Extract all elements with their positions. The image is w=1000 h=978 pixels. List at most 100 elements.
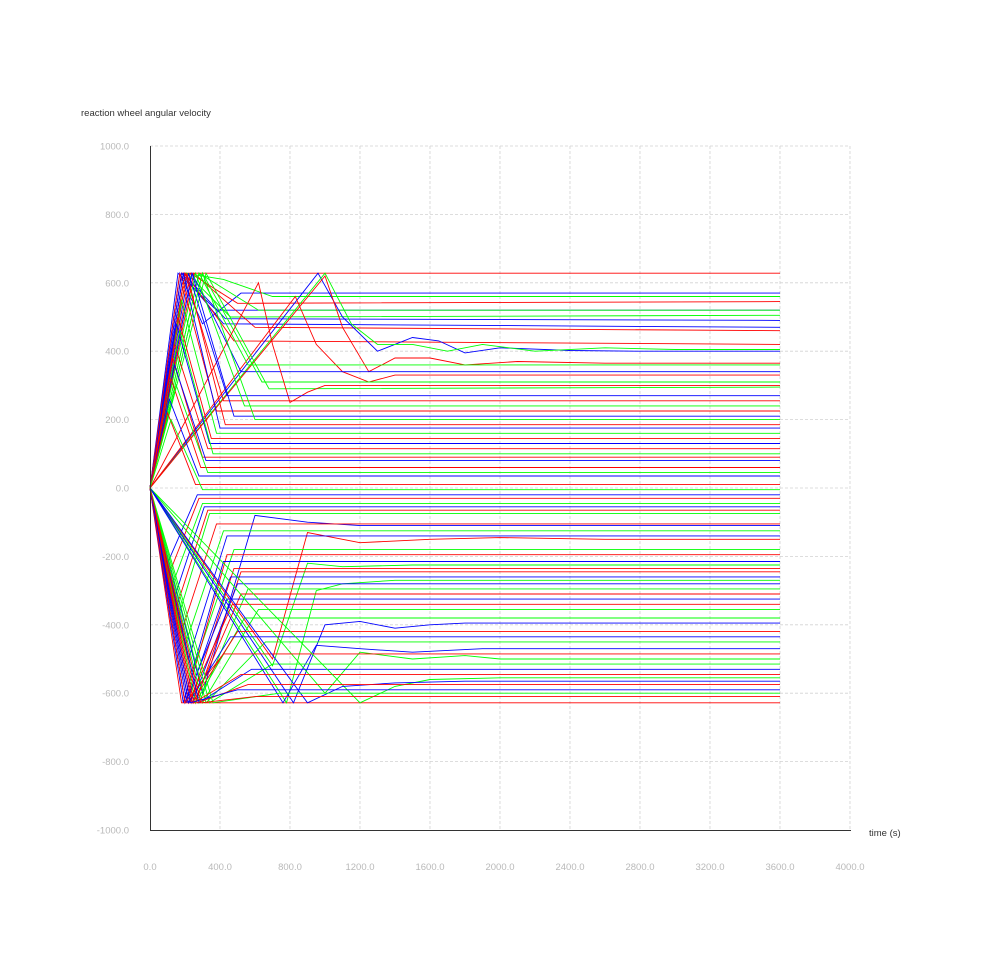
y-axis-title: reaction wheel angular velocity [81,108,211,119]
x-tick-label: 400.0 [208,862,232,873]
series-line [149,487,780,704]
x-tick-label: 1200.0 [345,862,374,873]
series-line [149,273,780,489]
series-line [149,487,780,705]
series-line [149,487,780,667]
series-line [149,487,780,704]
series-line [149,487,780,705]
series-line [149,357,780,489]
series-line [149,487,780,703]
series-line [149,487,780,704]
x-tick-label: 0.0 [143,862,156,873]
series-line [149,271,780,489]
series-layer [149,271,781,705]
series-line [149,273,780,489]
series-line [149,487,780,703]
series-line [149,487,780,705]
y-tick-label: -200.0 [102,552,129,563]
series-line [149,323,780,489]
series-line [149,275,780,489]
series-line [149,273,780,489]
axes [150,146,851,831]
y-tick-label: -600.0 [102,689,129,700]
series-line [149,487,780,610]
series-line [149,487,780,705]
series-line [149,487,780,704]
series-line [149,487,780,703]
series-line [149,487,780,705]
series-line [149,487,780,705]
series-line [149,272,780,489]
series-line [149,487,780,704]
y-tick-label: -1000.0 [97,826,129,837]
series-line [149,487,780,704]
series-line [149,281,780,489]
y-tick-label: 1000.0 [100,142,129,153]
x-tick-label: 2000.0 [485,862,514,873]
y-tick-labels: 1000.0 800.0 600.0 400.0 200.0 0.0 -200.0 -400.… [97,142,129,837]
series-line [149,272,780,489]
series-line [149,272,781,489]
series-line [149,271,780,489]
series-line [149,383,780,489]
series-line [149,271,780,489]
series-line [149,271,780,489]
y-tick-label: -800.0 [102,757,129,768]
series-line [149,411,780,489]
series-line [149,272,781,489]
series-line [149,487,780,704]
series-line [149,272,780,489]
series-line [149,272,781,489]
x-tick-label: 3200.0 [695,862,724,873]
x-tick-labels: 0.0 400.0 800.0 1200.0 1600.0 2000.0 2400.0 280… [143,862,864,873]
x-tick-label: 3600.0 [765,862,794,873]
series-line [149,487,780,704]
series-line [149,272,781,489]
x-tick-label: 800.0 [278,862,302,873]
series-line [149,487,780,694]
series-line [149,273,780,489]
series-line [149,418,780,491]
series-line [149,299,780,489]
series-line [149,487,780,704]
series-line [149,397,780,489]
series-line [149,487,780,695]
y-tick-label: 600.0 [105,278,129,289]
grid [150,145,851,830]
series-line [149,272,781,489]
series-line [149,487,780,705]
series-line [149,273,780,489]
x-tick-label: 2800.0 [625,862,654,873]
y-tick-label: 800.0 [105,210,129,221]
series-line [149,295,780,489]
series-line [149,376,780,489]
series-line [149,272,780,489]
series-line [149,272,780,489]
series-line [149,272,781,489]
x-tick-label: 2400.0 [555,862,584,873]
y-tick-label: -400.0 [102,620,129,631]
x-axis-title: time (s) [869,828,901,839]
series-line [149,487,780,704]
y-tick-label: 0.0 [116,484,129,495]
series-line [149,487,780,704]
series-line [149,487,780,704]
series-line [149,487,780,600]
series-line [149,487,780,705]
x-tick-label: 4000.0 [835,862,864,873]
y-tick-label: 400.0 [105,347,129,358]
series-line [149,271,780,489]
series-line [149,487,780,647]
series-line [149,330,780,489]
series-line [149,272,780,489]
series-line [149,487,780,703]
series-line [149,487,780,704]
series-line [149,487,780,704]
series-line [149,271,780,489]
series-line [149,271,781,489]
series-line [149,273,780,489]
series-line [149,487,780,704]
series-line [149,487,780,704]
series-line [149,363,780,489]
